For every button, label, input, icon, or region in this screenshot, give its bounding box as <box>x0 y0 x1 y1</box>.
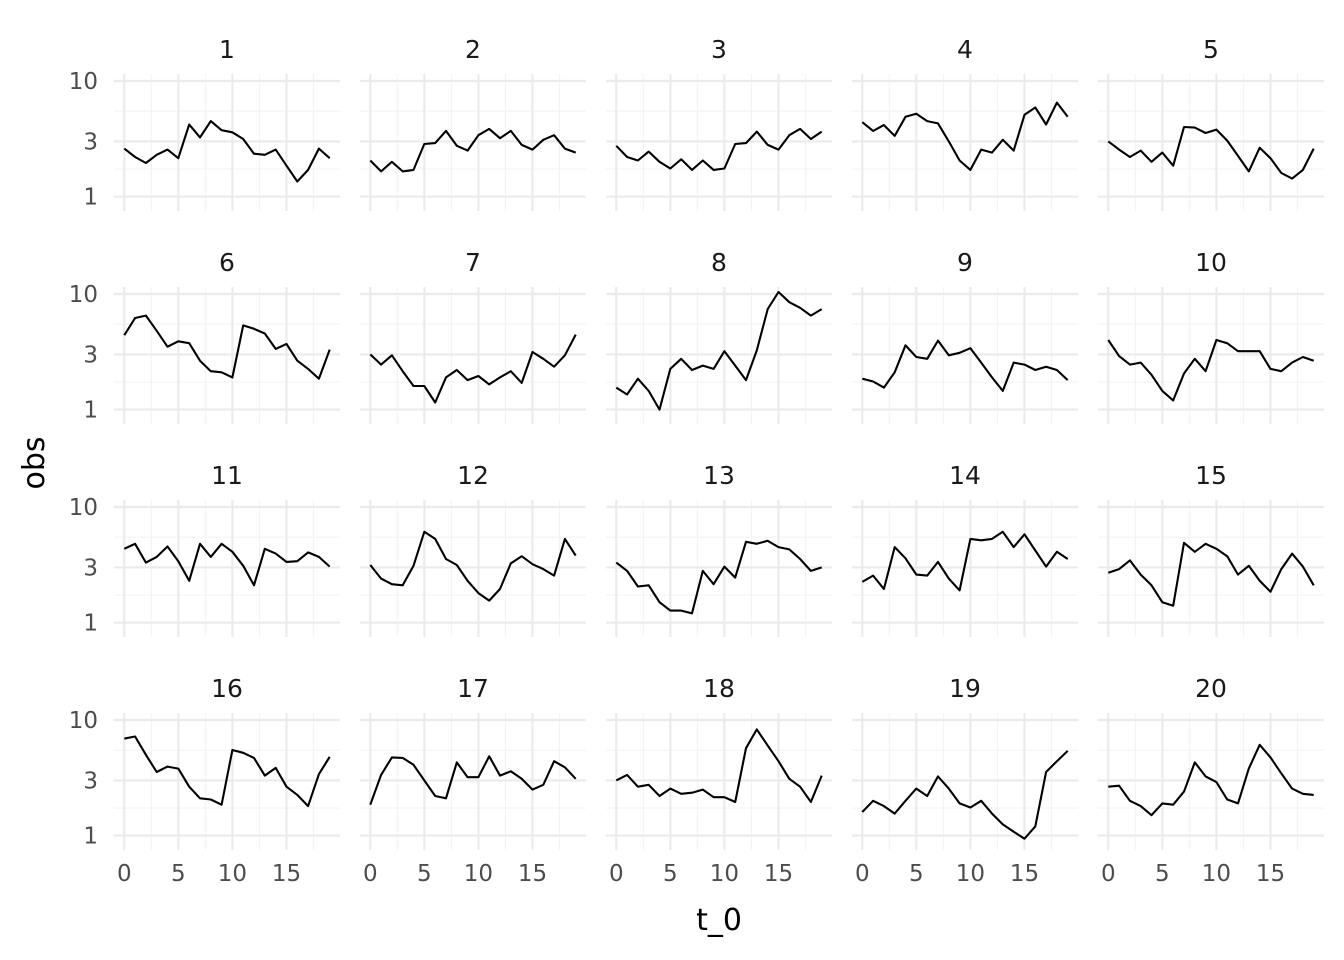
facet-strip-label: 17 <box>457 674 489 703</box>
series-line-panel-17 <box>369 755 577 806</box>
series-line-panel-6 <box>123 314 331 380</box>
facet-strip-label: 6 <box>219 248 235 277</box>
series-line-panel-12 <box>369 530 577 602</box>
facet-strip-label: 10 <box>1195 248 1227 277</box>
series-line-panel-14 <box>861 530 1069 592</box>
series-line-panel-4 <box>861 101 1069 171</box>
facet-strip-label: 7 <box>465 248 481 277</box>
y-tick-label: 10 <box>69 708 98 734</box>
series-line-panel-11 <box>123 542 331 587</box>
facet-strip-label: 8 <box>711 248 727 277</box>
series-line-panel-20 <box>1108 743 1314 817</box>
x-tick-label: 10 <box>1202 861 1231 887</box>
facet-strip-label: 16 <box>211 674 243 703</box>
x-tick-label: 15 <box>764 861 793 887</box>
facet-strip-label: 4 <box>957 35 973 64</box>
facet-strip-label: 5 <box>1203 35 1219 64</box>
x-tick-label: 15 <box>1010 861 1039 887</box>
x-tick-label: 10 <box>464 861 493 887</box>
x-tick-label: 0 <box>1101 861 1116 887</box>
x-tick-label: 5 <box>1155 861 1170 887</box>
x-tick-label: 5 <box>909 861 924 887</box>
series-line-panel-16 <box>124 735 331 808</box>
series-line-panel-9 <box>862 339 1069 392</box>
x-tick-label: 5 <box>417 861 432 887</box>
y-tick-label: 3 <box>83 768 98 794</box>
x-tick-label: 0 <box>609 861 624 887</box>
facet-strip-label: 15 <box>1195 461 1227 490</box>
x-tick-label: 10 <box>956 861 985 887</box>
x-tick-label: 0 <box>117 861 132 887</box>
series-line-panel-7 <box>369 334 577 404</box>
y-tick-label: 1 <box>83 185 98 211</box>
series-layer <box>123 101 1315 840</box>
series-line-panel-15 <box>1107 541 1315 607</box>
y-axis-title: obs <box>17 436 52 489</box>
x-tick-label: 5 <box>663 861 678 887</box>
x-tick-label: 15 <box>518 861 547 887</box>
y-tick-label: 1 <box>83 398 98 424</box>
facet-strip-label: 18 <box>703 674 735 703</box>
facet-strip-label: 9 <box>957 248 973 277</box>
x-tick-label: 10 <box>710 861 739 887</box>
grid-layer <box>114 74 1324 850</box>
y-tick-label: 3 <box>83 129 98 155</box>
facet-strip-label: 19 <box>949 674 981 703</box>
facet-strip-label: 13 <box>703 461 735 490</box>
series-line-panel-13 <box>615 539 823 615</box>
series-line-panel-10 <box>1107 338 1315 402</box>
series-line-panel-1 <box>123 120 331 183</box>
x-tick-label: 5 <box>171 861 186 887</box>
x-tick-label: 15 <box>272 861 301 887</box>
series-line-panel-5 <box>1107 125 1315 180</box>
y-tick-label: 1 <box>83 824 98 850</box>
x-tick-label: 0 <box>855 861 870 887</box>
series-line-panel-18 <box>615 728 823 804</box>
x-tick-label: 15 <box>1256 861 1285 887</box>
facet-strip-label: 1 <box>219 35 235 64</box>
y-tick-label: 10 <box>69 495 98 521</box>
series-line-panel-19 <box>861 750 1069 840</box>
facet-strip-label: 20 <box>1195 674 1227 703</box>
y-tick-label: 1 <box>83 611 98 637</box>
y-tick-label: 3 <box>83 555 98 581</box>
y-tick-label: 10 <box>69 282 98 308</box>
x-tick-label: 10 <box>218 861 247 887</box>
series-line-panel-3 <box>615 127 823 171</box>
y-tick-label: 10 <box>69 69 98 95</box>
facet-strip-label: 14 <box>949 461 981 490</box>
facet-strip-label: 12 <box>457 461 489 490</box>
facet-strip-label: 3 <box>711 35 727 64</box>
facet-strip-label: 2 <box>465 35 481 64</box>
series-line-panel-8 <box>615 290 823 411</box>
y-tick-label: 3 <box>83 342 98 368</box>
facet-strip-label: 11 <box>211 461 243 490</box>
x-axis-title: t_0 <box>696 903 742 938</box>
series-line-panel-2 <box>369 127 577 173</box>
x-tick-label: 0 <box>363 861 378 887</box>
